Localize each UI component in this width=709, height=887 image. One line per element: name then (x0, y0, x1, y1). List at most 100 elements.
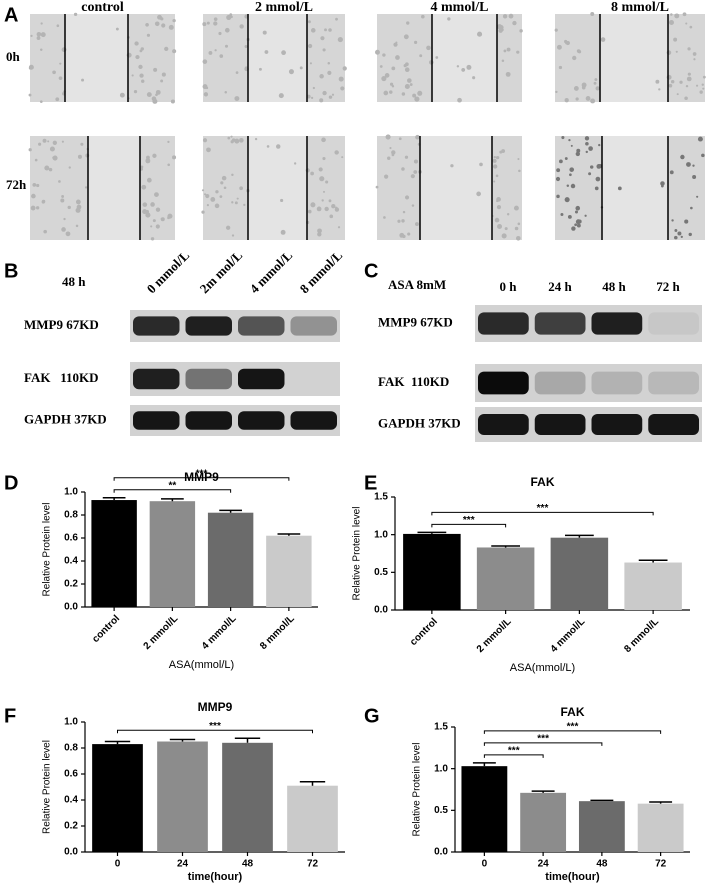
cell-texture (383, 90, 389, 96)
cell-texture (393, 42, 398, 47)
error-bar (649, 801, 673, 804)
cell-texture (375, 185, 379, 189)
cell-texture (411, 204, 415, 207)
column-header: 2 mmol/L (255, 0, 313, 15)
x-tick-label: 24 (177, 859, 189, 870)
cell-texture (58, 76, 63, 81)
cell-texture (585, 150, 588, 154)
cell-texture (119, 92, 125, 98)
cell-texture (701, 83, 704, 86)
cell-texture (493, 180, 496, 183)
cell-texture (685, 84, 689, 88)
error-bar (417, 531, 447, 534)
cell-texture (219, 54, 224, 58)
cell-texture (575, 219, 581, 225)
cell-texture (702, 75, 706, 79)
cell-texture (236, 197, 239, 200)
row-label: 0h (6, 49, 21, 64)
panel-label: B (4, 260, 18, 282)
bar (578, 801, 625, 852)
cell-texture (590, 98, 596, 104)
cell-texture (501, 28, 504, 32)
cell-texture (150, 237, 155, 241)
cell-texture (415, 222, 419, 226)
cell-texture (407, 78, 412, 83)
error-bar (638, 559, 668, 563)
cell-texture (554, 28, 558, 32)
cell-texture (235, 71, 239, 74)
cell-texture (145, 158, 151, 164)
blot-band (591, 312, 643, 335)
cell-texture (140, 47, 144, 51)
cell-texture (230, 135, 233, 138)
error-bar (169, 738, 196, 742)
cell-texture (575, 205, 581, 211)
bar (637, 803, 684, 852)
cell-texture (496, 205, 502, 210)
significance-bracket (483, 754, 544, 758)
cell-texture (598, 143, 601, 147)
cell-texture (316, 206, 322, 212)
bar (624, 562, 682, 610)
cell-texture (35, 206, 40, 210)
significance-bracket (483, 742, 603, 746)
cell-texture (590, 12, 595, 16)
cell-texture (202, 59, 208, 64)
cell-texture (340, 86, 345, 91)
blot-band (591, 371, 643, 395)
cell-texture (172, 18, 176, 23)
wound-gap (600, 14, 668, 102)
cell-texture (585, 96, 591, 101)
cell-texture (575, 97, 579, 101)
cell-texture (674, 235, 678, 240)
cell-texture (39, 100, 43, 104)
cell-texture (44, 165, 50, 171)
cell-texture (154, 21, 160, 27)
cell-texture (307, 20, 311, 24)
cell-texture (218, 31, 222, 36)
cell-texture (588, 172, 592, 176)
blot-band (133, 411, 180, 430)
cell-texture (391, 150, 396, 155)
cell-texture (131, 74, 134, 77)
cell-texture (419, 54, 423, 58)
cell-texture (319, 74, 324, 79)
cell-texture (398, 137, 402, 141)
cell-texture (229, 13, 233, 16)
cell-texture (160, 79, 164, 83)
cell-texture (403, 34, 409, 40)
blot-band (238, 316, 285, 336)
cell-texture (161, 72, 166, 77)
cell-texture (658, 88, 661, 91)
x-tick-label: 72 (307, 859, 319, 870)
cell-texture (59, 62, 62, 65)
cell-texture (384, 174, 389, 179)
bar (207, 512, 254, 607)
cell-texture (391, 153, 395, 157)
cell-texture (494, 217, 500, 223)
bar (461, 766, 508, 852)
cell-texture (219, 195, 223, 199)
error-bar (491, 545, 521, 548)
cell-texture (331, 93, 335, 96)
cell-texture (239, 186, 243, 191)
cell-texture (695, 84, 699, 87)
cell-texture (73, 12, 78, 17)
x-tick-label: 24 (538, 859, 550, 870)
x-tick-label: 0 (115, 859, 121, 870)
lane-label: 8 mmol/L (297, 247, 346, 296)
bar (157, 741, 208, 852)
cell-texture (479, 162, 483, 167)
y-tick-label: 0.0 (434, 847, 448, 858)
cell-texture (155, 224, 160, 229)
cell-texture (402, 210, 406, 214)
chart-panels: MMP9 0.0 0.2 0.4 0.6 0.8 1.0 Relative Protein l… (42, 468, 690, 883)
cell-texture (692, 52, 697, 56)
cell-texture (381, 75, 387, 82)
cell-texture (512, 20, 517, 26)
cell-texture (595, 176, 601, 182)
cell-texture (115, 27, 119, 31)
cell-texture (52, 156, 55, 159)
wound-panel: control 2 mmol/L 4 mmol/L 8 mmol/L 0h 72h (6, 0, 706, 241)
